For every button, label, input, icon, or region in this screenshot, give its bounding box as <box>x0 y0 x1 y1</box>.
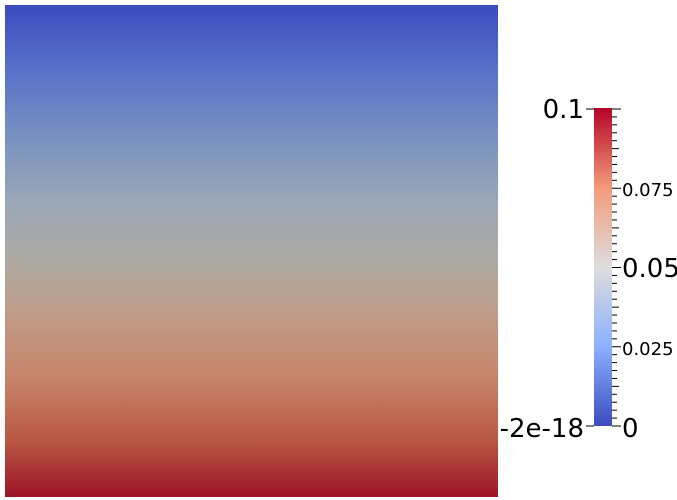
tick-label-0.075: 0.075 <box>622 180 674 201</box>
scalar-bar-ticks <box>612 108 621 427</box>
scalar-bar-gradient <box>594 108 612 426</box>
tick-label-0: 0 <box>622 414 639 444</box>
range-min-label: -2e-18 <box>500 414 584 444</box>
tick-label-0.05: 0.05 <box>622 254 677 284</box>
range-max-label: 0.1 <box>543 95 584 125</box>
field-render-view[interactable] <box>5 5 498 497</box>
tick-label-0.025: 0.025 <box>622 339 674 360</box>
